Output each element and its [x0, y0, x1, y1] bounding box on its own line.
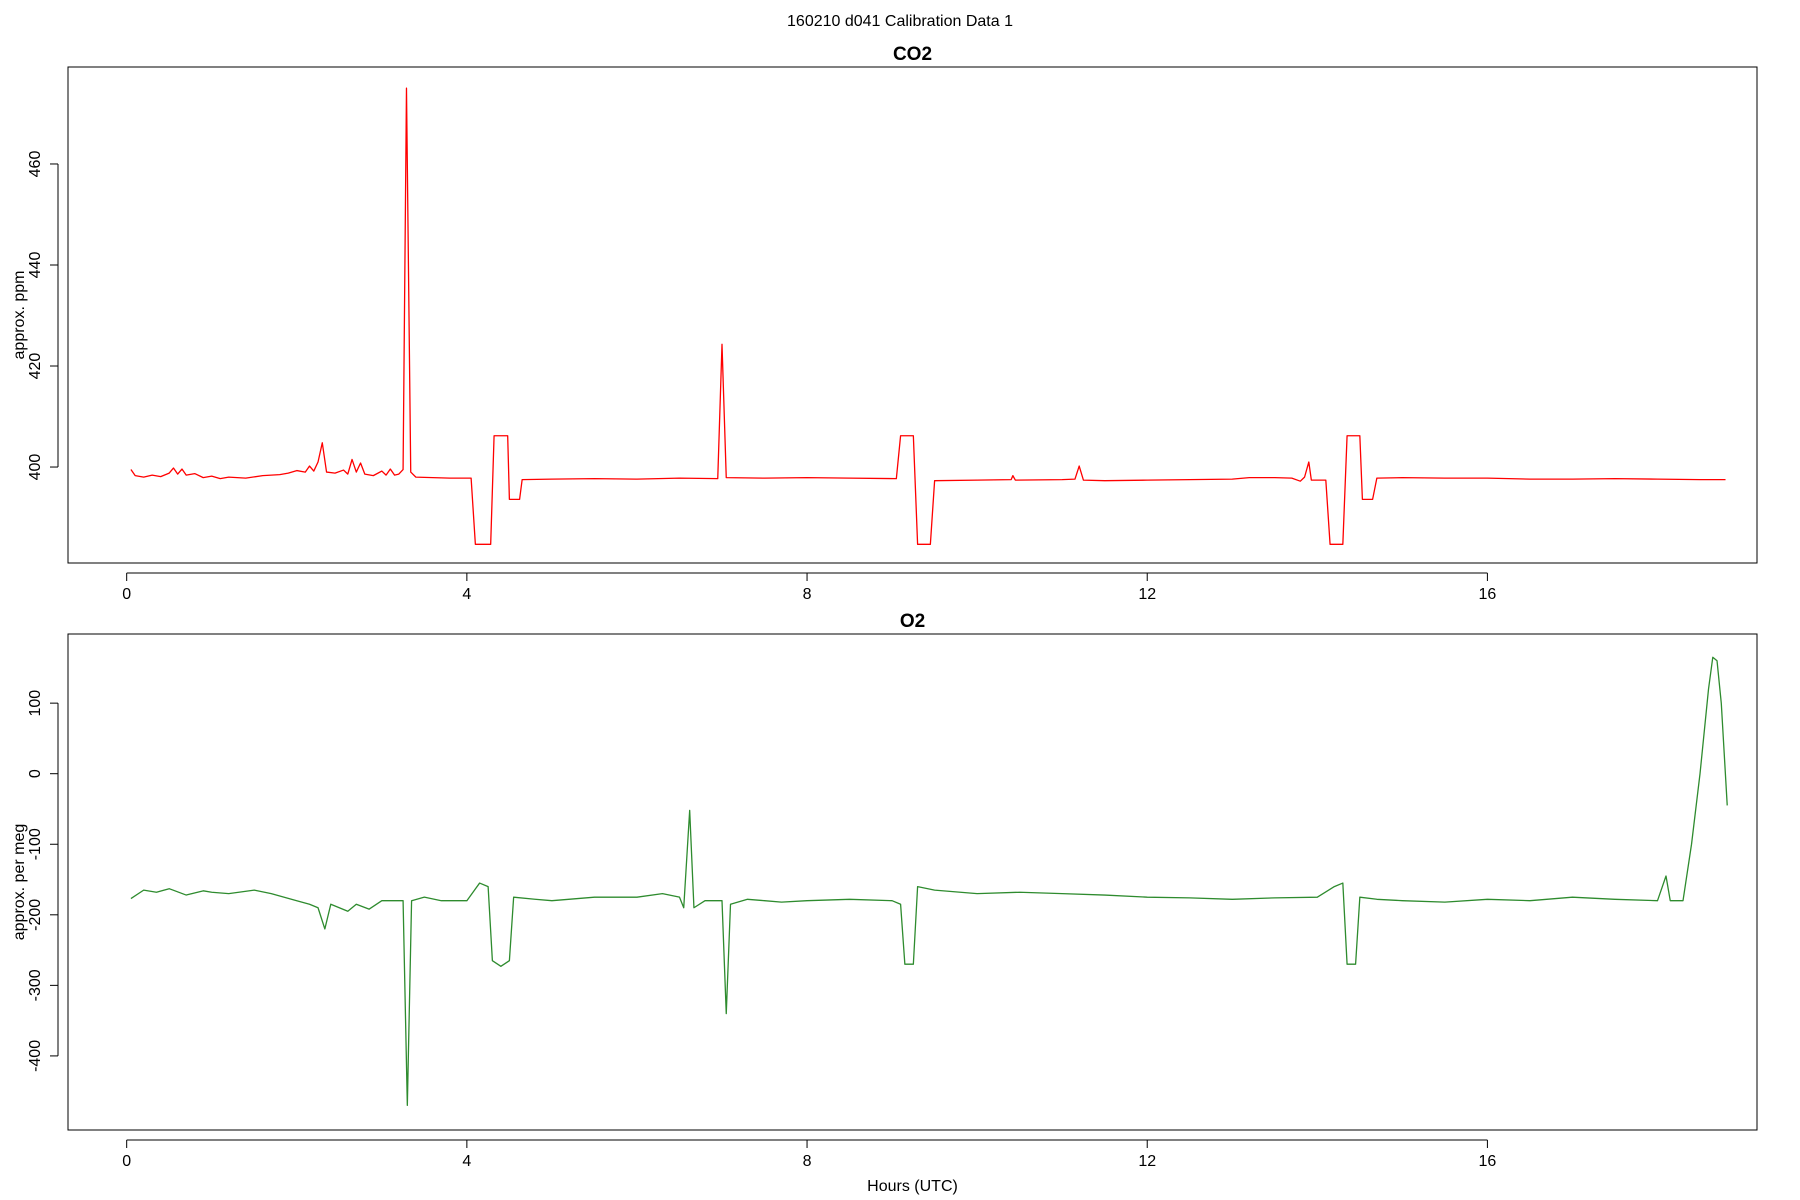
y-tick-label: 400	[27, 454, 44, 481]
y-axis-label: approx. ppm	[11, 271, 28, 360]
x-tick-label: 12	[1138, 586, 1156, 603]
y-tick-label: 460	[27, 151, 44, 178]
x-tick-label: 4	[462, 586, 471, 603]
y-tick-label: -400	[27, 1040, 44, 1072]
x-tick-label: 8	[803, 1153, 812, 1170]
figure-title: 160210 d041 Calibration Data 1	[787, 13, 1013, 30]
x-tick-label: 12	[1138, 1153, 1156, 1170]
x-tick-label: 16	[1479, 586, 1497, 603]
y-tick-label: 420	[27, 353, 44, 380]
x-tick-label: 0	[122, 1153, 131, 1170]
y-tick-label: -200	[27, 899, 44, 931]
plot-box	[67, 633, 1758, 1131]
chart-title: O2	[900, 611, 925, 632]
y-tick-label: -300	[27, 969, 44, 1001]
x-tick-label: 8	[803, 586, 812, 603]
data-line	[130, 656, 1728, 1106]
x-tick-label: 0	[122, 586, 131, 603]
y-tick-label: -100	[27, 828, 44, 860]
data-line	[130, 87, 1726, 545]
y-axis-label: approx. per meg	[11, 824, 28, 941]
plot-box	[67, 66, 1758, 564]
y-tick-label: 100	[27, 690, 44, 717]
x-tick-label: 16	[1479, 1153, 1497, 1170]
chart-title: CO2	[893, 44, 932, 65]
y-tick-label: 440	[27, 252, 44, 279]
y-tick-label: 0	[27, 769, 44, 778]
x-axis-label: Hours (UTC)	[867, 1178, 958, 1195]
x-tick-label: 4	[462, 1153, 471, 1170]
